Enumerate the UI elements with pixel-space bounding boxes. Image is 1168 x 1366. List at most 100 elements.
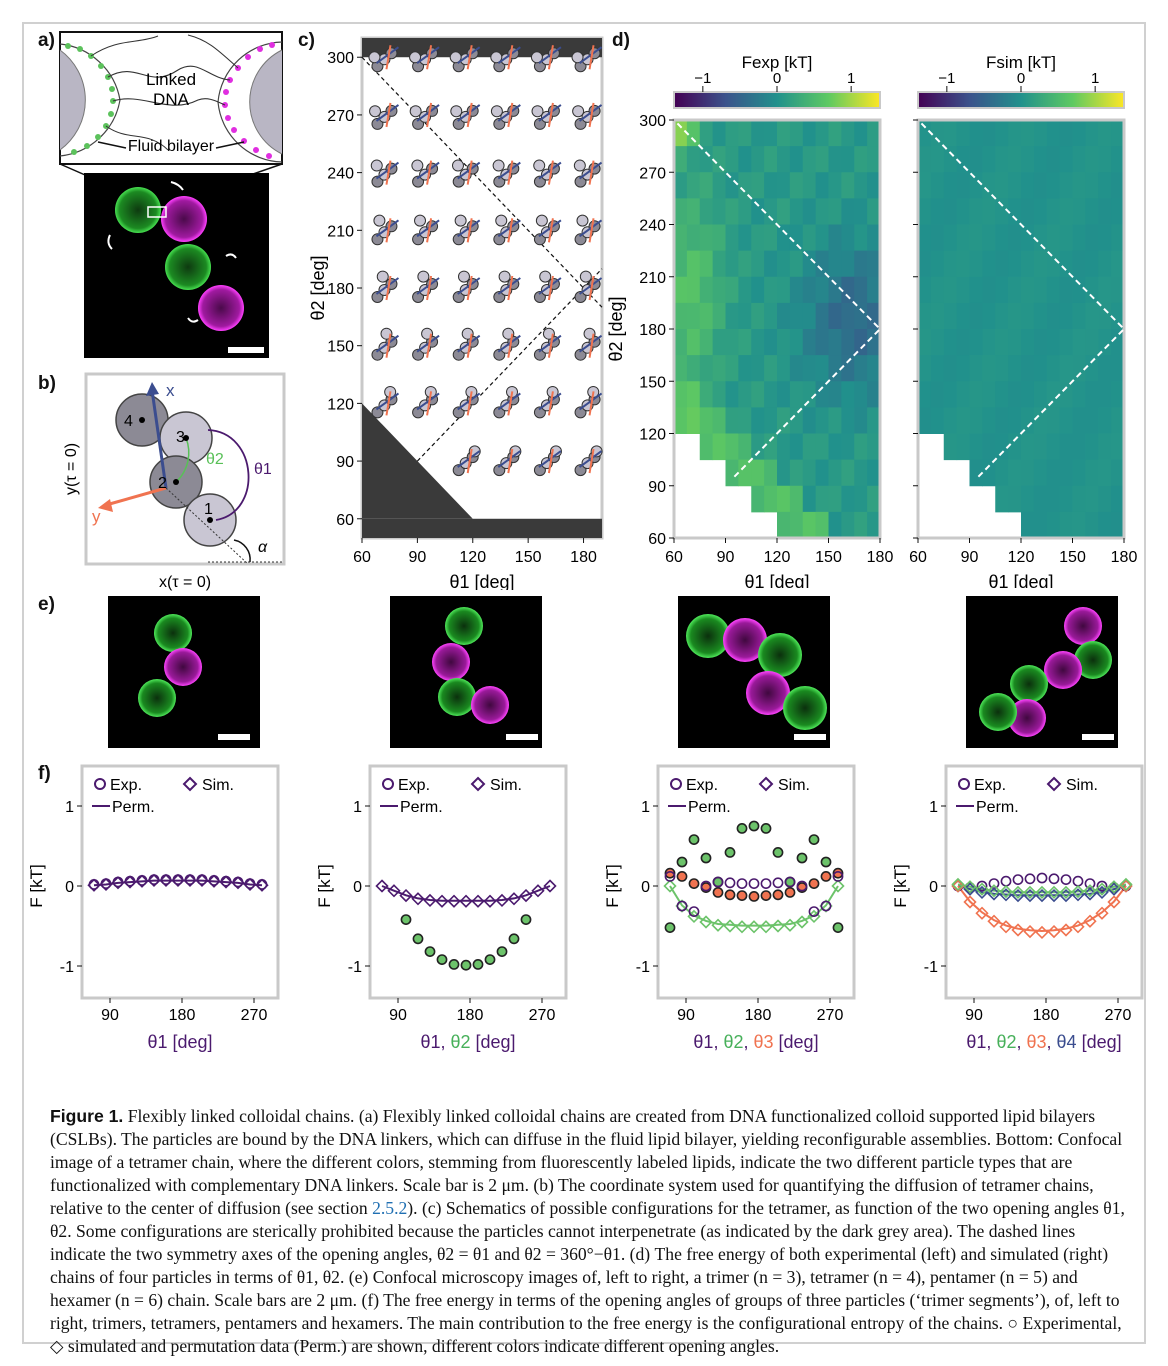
heatmap-cell xyxy=(828,381,842,408)
heatmap-cell xyxy=(674,302,688,330)
x-axis-arrow xyxy=(375,277,400,295)
particle xyxy=(417,270,430,283)
heatmap-cell xyxy=(956,120,970,147)
heatmap-cell xyxy=(918,146,932,173)
micro-hexamer xyxy=(966,596,1118,748)
panel-label-f: f) xyxy=(38,763,51,784)
heatmap-cell xyxy=(956,355,970,382)
heatmap-cell xyxy=(1098,407,1112,434)
exp-marker xyxy=(412,933,424,945)
heatmap-cell xyxy=(930,329,945,356)
heatmap-cell xyxy=(867,276,881,304)
colorbar-title: Fexp [kT] xyxy=(742,53,813,72)
particle xyxy=(373,214,386,227)
heatmap-cell xyxy=(1059,433,1073,461)
configuration-glyph xyxy=(573,159,603,188)
heatmap-cell xyxy=(841,276,855,304)
heatmap-cell xyxy=(751,146,765,173)
y-axis-arrow xyxy=(547,102,554,128)
y-axis-arrow xyxy=(426,218,433,243)
heatmap-cell xyxy=(802,224,817,252)
exp-marker xyxy=(796,852,808,864)
heatmap-cell xyxy=(1085,120,1099,147)
heatmap-cell xyxy=(918,250,932,278)
x-axis-label-part: [deg] xyxy=(1077,1032,1122,1052)
x-tick-label: 180 xyxy=(570,549,597,566)
heatmap-cell xyxy=(789,485,804,513)
heatmap-cell xyxy=(1046,511,1061,539)
heatmap-cell xyxy=(1008,485,1022,513)
heatmap-cell xyxy=(764,381,778,408)
heatmap-cell xyxy=(1033,250,1048,278)
heatmap-cell xyxy=(1072,485,1086,513)
x-axis-arrow xyxy=(416,392,440,411)
heatmap-cell xyxy=(1111,459,1125,487)
heatmap-cell xyxy=(738,276,752,304)
heatmap-cell xyxy=(854,407,868,434)
configuration-glyph xyxy=(449,45,481,73)
heatmap-cell xyxy=(738,146,752,173)
x-axis-label: θ1, θ2, θ3 [deg] xyxy=(693,1032,818,1052)
legend: Exp. Sim. Perm. xyxy=(380,776,522,816)
cbar-tick-label: 1 xyxy=(847,70,855,87)
heatmap-cell xyxy=(1072,381,1086,408)
y-tick-label: 150 xyxy=(327,339,354,356)
heatmap-cell xyxy=(789,329,804,356)
configuration-glyph xyxy=(493,445,522,477)
legend-perm-label: Perm. xyxy=(112,799,155,816)
heatmap-cell xyxy=(1008,381,1022,408)
exp-marker xyxy=(1012,874,1024,885)
legend-sim-marker xyxy=(470,776,486,792)
particle xyxy=(368,51,381,64)
micro-pentamer xyxy=(678,596,830,748)
heatmap-cell xyxy=(828,485,842,513)
sim-marker xyxy=(1095,906,1109,920)
particle xyxy=(371,233,384,246)
configuration-glyph xyxy=(368,45,400,73)
heatmap-cell xyxy=(1085,485,1099,513)
x-axis-arrow xyxy=(375,334,400,353)
sim-marker xyxy=(483,894,497,908)
heatmap-cell xyxy=(1085,433,1099,461)
heatmap-cell xyxy=(930,224,945,252)
sim-marker xyxy=(699,915,713,929)
y-axis-arrow xyxy=(466,391,473,416)
heatmap-cell xyxy=(867,511,881,539)
heatmap-cell xyxy=(815,276,829,304)
sim-marker xyxy=(1059,885,1073,900)
heatmap-cell xyxy=(867,433,881,461)
exp-marker xyxy=(1036,872,1048,884)
x-axis-arrow xyxy=(457,392,481,411)
particle xyxy=(376,270,389,283)
heatmap-cell xyxy=(764,302,778,330)
heatmap-cell xyxy=(1111,485,1125,513)
configuration-glyph xyxy=(493,214,521,246)
exp-marker xyxy=(700,852,712,864)
heatmap-cell xyxy=(815,459,829,487)
legend-exp-marker xyxy=(382,778,394,790)
sim-marker xyxy=(1083,884,1097,898)
exp-marker xyxy=(832,867,844,879)
heatmap-cell xyxy=(751,459,765,487)
heatmap-cell xyxy=(1033,276,1048,304)
x-tick-label: 90 xyxy=(677,1007,695,1024)
configuration-glyph xyxy=(370,159,400,188)
x-tick-label: 90 xyxy=(961,549,979,566)
particle xyxy=(449,51,462,64)
heatmap-cell xyxy=(712,433,726,461)
heatmap-cell xyxy=(699,407,714,434)
heatmap-cell xyxy=(1033,146,1048,173)
section-link[interactable]: 2.5.2 xyxy=(372,1198,408,1218)
configuration-glyph xyxy=(533,327,562,361)
heatmap-cell xyxy=(982,355,996,382)
exp-marker xyxy=(484,954,496,965)
heatmap-cell xyxy=(1046,329,1061,356)
y-axis-arrow xyxy=(588,333,595,358)
heatmap-cell xyxy=(777,198,791,225)
heatmap-cell xyxy=(1098,433,1112,461)
x-tick-label: 180 xyxy=(169,1007,196,1024)
heatmap-cell xyxy=(789,302,804,330)
heatmap-cell xyxy=(674,250,688,278)
heatmap-cell xyxy=(789,172,804,199)
heatmap-cell xyxy=(969,407,983,434)
